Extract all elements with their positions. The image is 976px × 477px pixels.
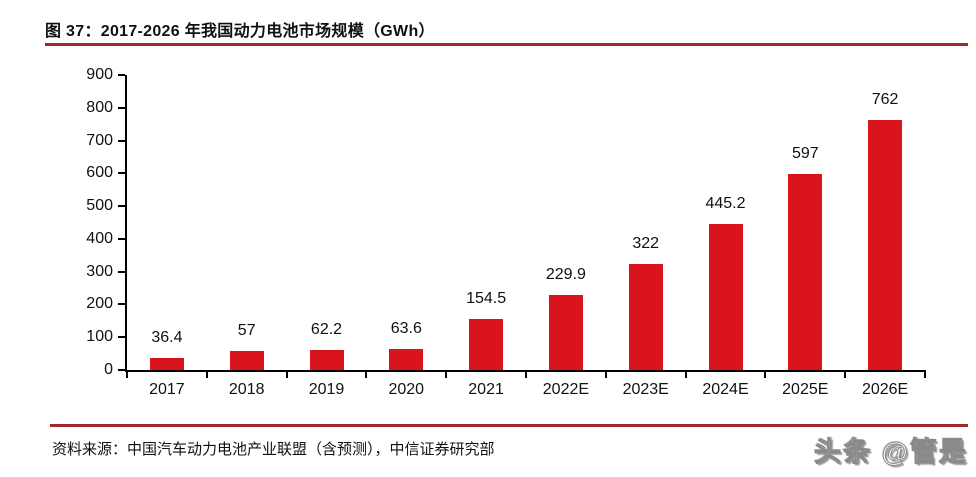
bar — [708, 224, 743, 370]
y-axis-tick-label: 900 — [86, 66, 113, 83]
bar — [628, 264, 663, 370]
x-axis-tick — [844, 370, 847, 378]
bar-value-label: 229.9 — [545, 266, 586, 283]
bar-value-label: 322 — [632, 235, 660, 252]
y-axis-tick-label: 100 — [86, 328, 113, 346]
bar-value-label: 445.2 — [705, 195, 746, 212]
y-axis-tick — [118, 303, 125, 306]
x-axis-tick-label: 2020 — [388, 381, 425, 398]
bar — [309, 350, 344, 370]
y-axis-tick — [118, 106, 125, 109]
bar-value-label: 154.5 — [466, 290, 507, 307]
title-rule — [45, 43, 968, 46]
bar — [469, 319, 504, 370]
x-axis-tick-label: 2023E — [622, 381, 669, 398]
x-axis-tick — [445, 370, 448, 378]
bar — [548, 295, 583, 370]
bar — [229, 351, 264, 370]
x-axis-tick-label: 2024E — [702, 381, 749, 398]
y-axis-tick — [118, 172, 125, 175]
x-axis-tick-label: 2017 — [149, 381, 185, 398]
x-axis-tick-label: 2019 — [308, 381, 345, 398]
x-axis-tick-label: 2022E — [542, 381, 590, 398]
y-axis-tick — [118, 74, 125, 76]
x-axis-tick — [684, 370, 687, 378]
y-axis-tick — [118, 139, 125, 142]
bar-value-label: 63.6 — [390, 320, 422, 337]
y-axis-tick-label: 200 — [86, 295, 113, 313]
y-axis-tick — [118, 205, 125, 208]
y-axis-tick-label: 600 — [86, 164, 113, 182]
x-axis-tick — [126, 370, 128, 378]
y-axis-tick-label: 300 — [86, 262, 113, 280]
bar — [149, 358, 184, 370]
x-axis-tick — [285, 370, 288, 378]
x-axis-tick — [365, 370, 368, 378]
bar-chart-plot-area: 0 100 200 300 400 500 600 700 800 900 36.4 2017 57 20… — [86, 66, 926, 398]
y-axis-tick-label: 400 — [86, 229, 113, 247]
y-axis-tick-label: 700 — [86, 131, 113, 149]
y-axis-tick — [118, 336, 125, 339]
x-axis-tick — [205, 370, 208, 378]
y-axis-tick — [118, 369, 125, 371]
bar — [868, 120, 903, 370]
footer-rule — [50, 424, 968, 427]
x-axis-tick — [764, 370, 767, 378]
x-axis-tick-label: 2018 — [228, 381, 265, 398]
x-axis-tick — [924, 370, 926, 378]
y-axis-tick — [118, 237, 125, 240]
y-axis-tick-label: 500 — [86, 197, 113, 215]
x-axis-tick-label: 2021 — [468, 381, 504, 398]
bar-value-label: 57 — [237, 322, 256, 339]
y-axis-tick — [118, 270, 125, 273]
bar-value-label: 62.2 — [310, 321, 343, 338]
watermark: 头条 @管是 — [814, 437, 968, 468]
bar — [389, 349, 424, 370]
x-axis-tick-label: 2025E — [782, 381, 829, 398]
bar-value-label: 762 — [871, 91, 899, 108]
source-note: 资料来源：中国汽车动力电池产业联盟（含预测），中信证券研究部 — [52, 441, 495, 458]
bar-value-label: 597 — [791, 145, 819, 162]
figure-title: 图 37：2017-2026 年我国动力电池市场规模（GWh） — [45, 23, 435, 40]
x-axis-tick — [604, 370, 607, 378]
y-axis-tick-label: 800 — [86, 98, 113, 116]
bar — [788, 174, 823, 370]
x-axis-tick-label: 2026E — [861, 381, 909, 398]
bar-value-label: 36.4 — [151, 329, 183, 346]
y-axis-tick-label: 0 — [104, 361, 113, 378]
x-axis-tick — [525, 370, 527, 378]
